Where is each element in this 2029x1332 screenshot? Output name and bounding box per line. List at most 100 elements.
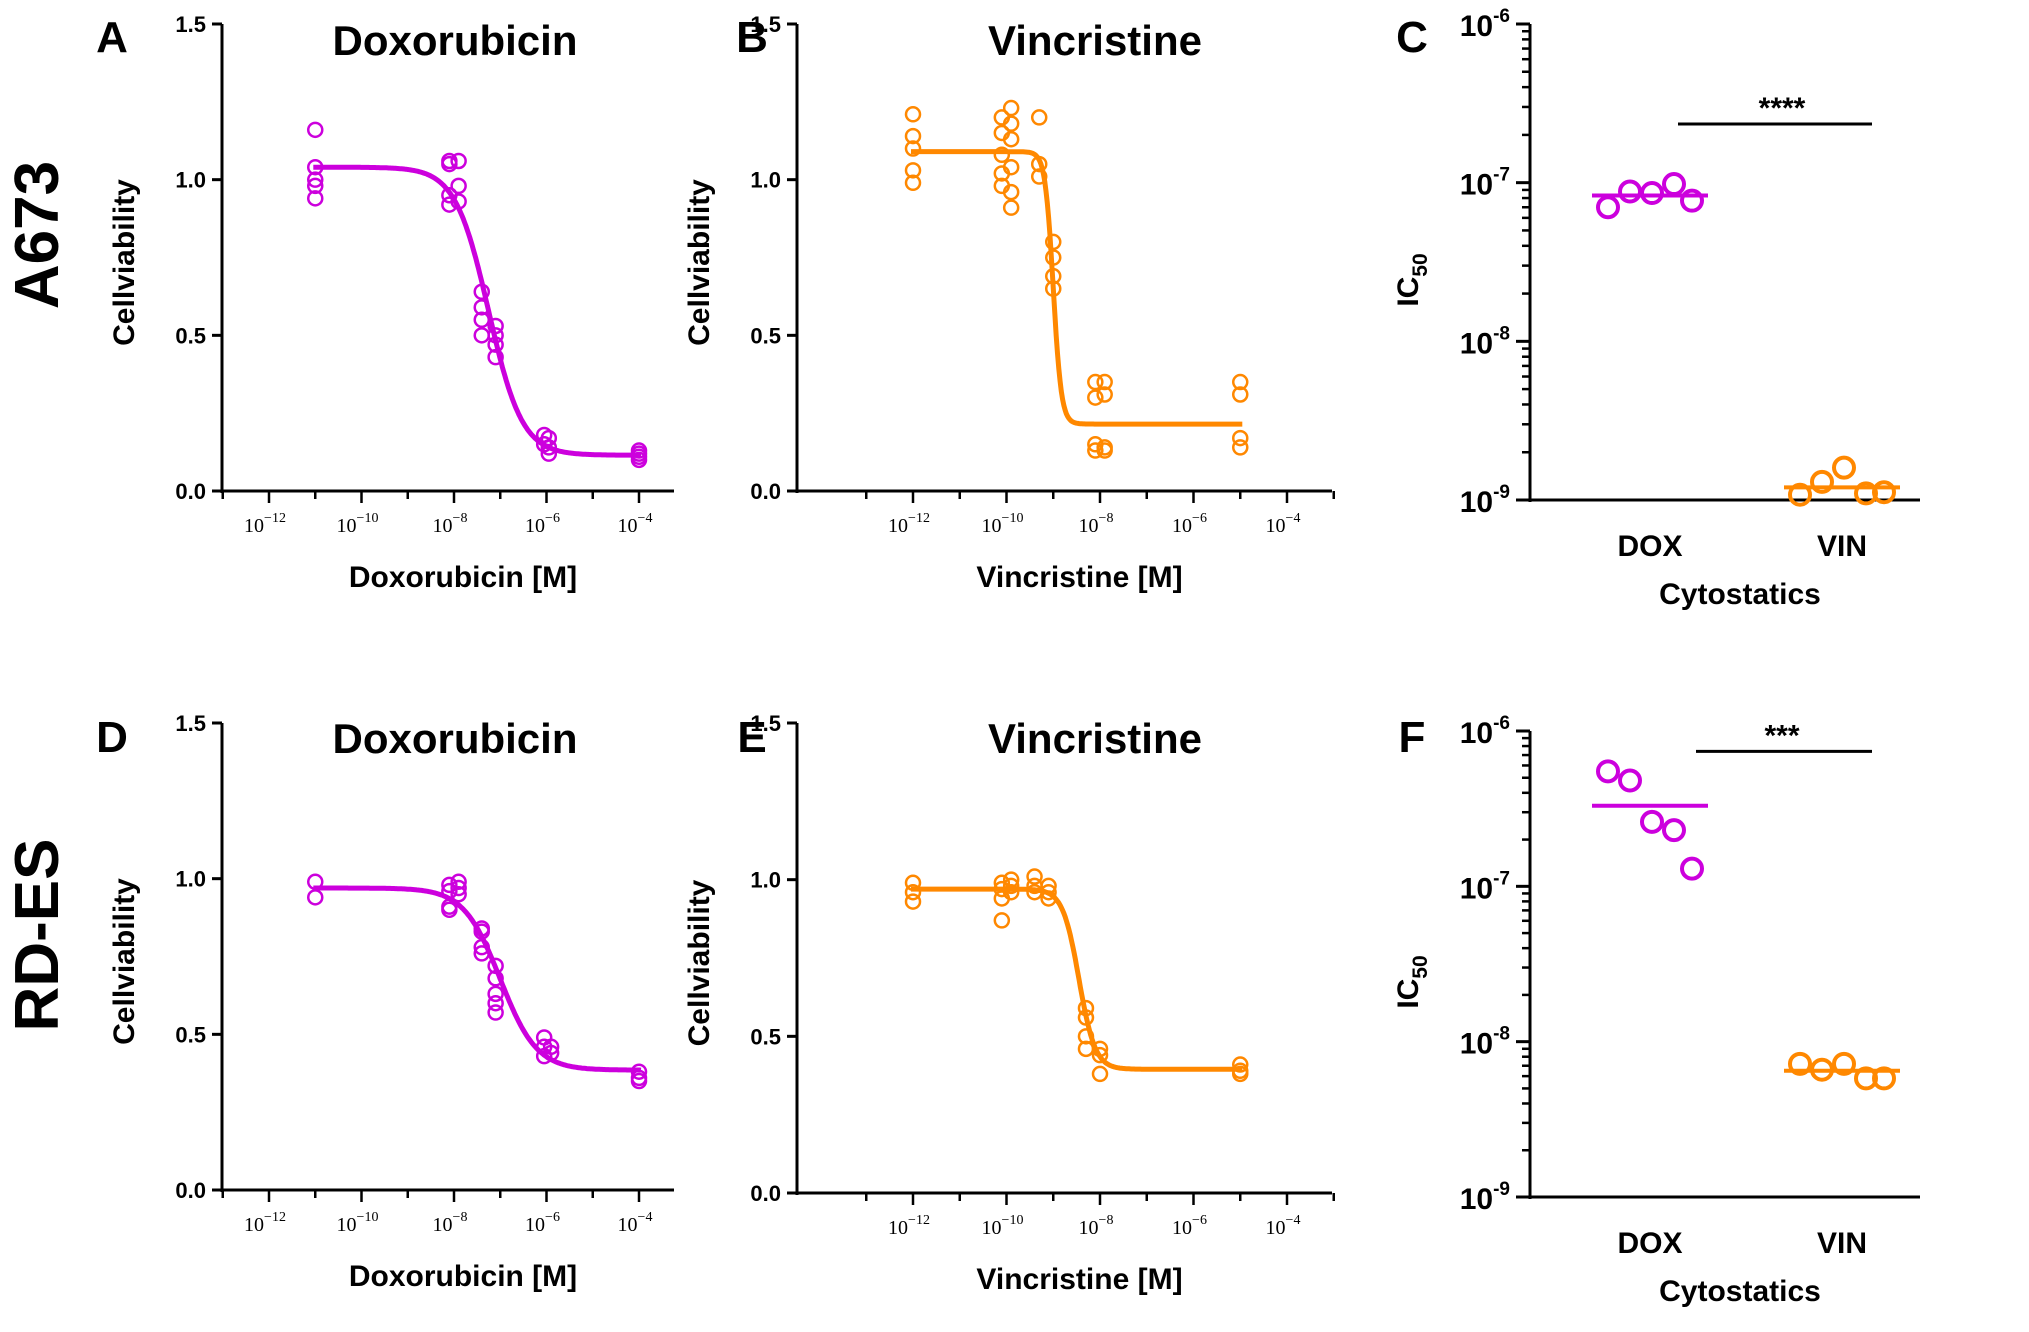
- significance-label: ***: [1764, 719, 1799, 752]
- data-point: [1232, 386, 1249, 403]
- x-axis-label: Vincristine [M]: [976, 561, 1182, 594]
- x-tick-label: 10−10: [337, 511, 379, 537]
- significance-label: ****: [1759, 92, 1806, 125]
- data-point: [487, 336, 504, 353]
- data-point: [1810, 1057, 1834, 1082]
- data-point: [450, 885, 467, 903]
- data-point: [1045, 233, 1062, 251]
- x-tick-label: 10−10: [982, 511, 1024, 537]
- data-point: [1030, 168, 1048, 185]
- data-point: [1788, 1051, 1812, 1076]
- data-point: [993, 880, 1011, 898]
- x-tick-label: 10−6: [1172, 1213, 1207, 1239]
- data-point: [630, 451, 648, 469]
- fit-curve: [312, 164, 643, 458]
- data-point: [904, 874, 922, 892]
- data-point: [1832, 1051, 1856, 1076]
- y-tick-label: 0.5: [750, 1024, 781, 1049]
- data-point: [904, 162, 922, 179]
- data-point: [450, 152, 467, 170]
- data-point: [993, 912, 1011, 929]
- data-point: [1832, 455, 1856, 480]
- data-point: [1087, 442, 1104, 459]
- x-tick-label: 10−8: [433, 511, 468, 537]
- panel-c: C 10-9 10-8 10-7 10-6 IC50 DOX VIN Cytostatics **…: [1392, 6, 1920, 611]
- x-tick-label: 10−12: [888, 1213, 930, 1239]
- panel-a: A Doxorubicin 0.0 0.5 1.0 1.5 10−12 10−10 10−8 10…: [96, 12, 674, 594]
- y-tick-label: 1.0: [750, 868, 781, 893]
- data-point: [904, 140, 922, 157]
- panel-letter: A: [96, 13, 128, 62]
- x-axis-label: Cytostatics: [1659, 1275, 1821, 1308]
- panel-letter: D: [96, 713, 128, 762]
- data-point: [473, 923, 490, 940]
- data-point: [1002, 115, 1020, 132]
- data-point: [1680, 188, 1704, 213]
- y-tick-label: 10-6: [1460, 6, 1510, 43]
- data-point: [1810, 469, 1834, 494]
- data-point: [1045, 249, 1062, 266]
- data-point: [1662, 818, 1686, 843]
- data-point: [473, 327, 490, 344]
- y-tick-label: 0.0: [750, 1181, 781, 1206]
- data-point: [1077, 999, 1095, 1017]
- fit-curve: [312, 885, 643, 1073]
- data-point: [540, 439, 558, 456]
- x-tick-label: 10−6: [525, 1210, 560, 1236]
- panel-f: F 10-9 10-8 10-7 10-6 IC50 DOX VIN Cytostatics **…: [1392, 713, 1920, 1308]
- data-point: [487, 1004, 504, 1021]
- data-point: [1232, 439, 1249, 456]
- x-axis-label: Doxorubicin [M]: [349, 1260, 577, 1293]
- panel-letter: B: [736, 13, 768, 62]
- y-tick-label: 10-7: [1460, 868, 1510, 905]
- data-point: [441, 155, 458, 173]
- x-tick-label: 10−6: [525, 511, 560, 537]
- data-point: [904, 127, 922, 145]
- x-axis-label: Vincristine [M]: [976, 1263, 1182, 1296]
- data-point: [1002, 99, 1020, 117]
- data-point: [1002, 158, 1020, 176]
- y-axis-label: Cellviability: [683, 879, 716, 1046]
- data-point: [441, 876, 458, 894]
- data-point: [1002, 183, 1020, 201]
- data-point: [1077, 1028, 1095, 1045]
- data-point: [450, 879, 467, 897]
- data-point: [1232, 373, 1249, 391]
- data-point: [904, 893, 922, 910]
- x-tick-label: 10−8: [1079, 511, 1114, 537]
- chart-title: Doxorubicin: [332, 17, 577, 64]
- x-tick-label: 10−10: [337, 1210, 379, 1236]
- data-point: [487, 970, 504, 987]
- data-point: [1680, 856, 1704, 881]
- x-category-label: VIN: [1817, 1227, 1867, 1260]
- data-point: [1091, 1040, 1109, 1058]
- panel-letter: C: [1396, 13, 1428, 62]
- data-point: [1040, 877, 1057, 895]
- data-point: [473, 299, 490, 316]
- data-point: [993, 146, 1011, 164]
- data-point: [1030, 109, 1048, 126]
- y-axis-label: Cellviability: [108, 878, 141, 1045]
- data-point: [307, 889, 324, 906]
- x-axis-label: Cytostatics: [1659, 578, 1821, 611]
- data-point: [450, 177, 467, 195]
- data-point: [307, 873, 324, 891]
- data-point: [1872, 1066, 1896, 1091]
- data-point: [487, 317, 504, 335]
- y-tick-label: 1.5: [750, 12, 781, 37]
- data-point: [1087, 373, 1104, 391]
- x-tick-label: 10−4: [1266, 511, 1301, 537]
- row-label-rd-es: RD-ES: [3, 839, 72, 1032]
- panel-letter: E: [737, 713, 766, 762]
- x-tick-label: 10−12: [244, 1210, 286, 1236]
- y-tick-label: 0.5: [175, 1022, 206, 1047]
- data-point: [307, 171, 324, 188]
- y-tick-label: 1.0: [750, 168, 781, 193]
- y-tick-label: 10-7: [1460, 165, 1510, 202]
- data-point: [1002, 130, 1020, 148]
- x-tick-label: 10−12: [888, 511, 930, 537]
- data-point: [1045, 267, 1062, 285]
- data-point: [1232, 429, 1249, 447]
- y-axis-label: IC50: [1392, 955, 1432, 1008]
- data-point: [1026, 868, 1043, 885]
